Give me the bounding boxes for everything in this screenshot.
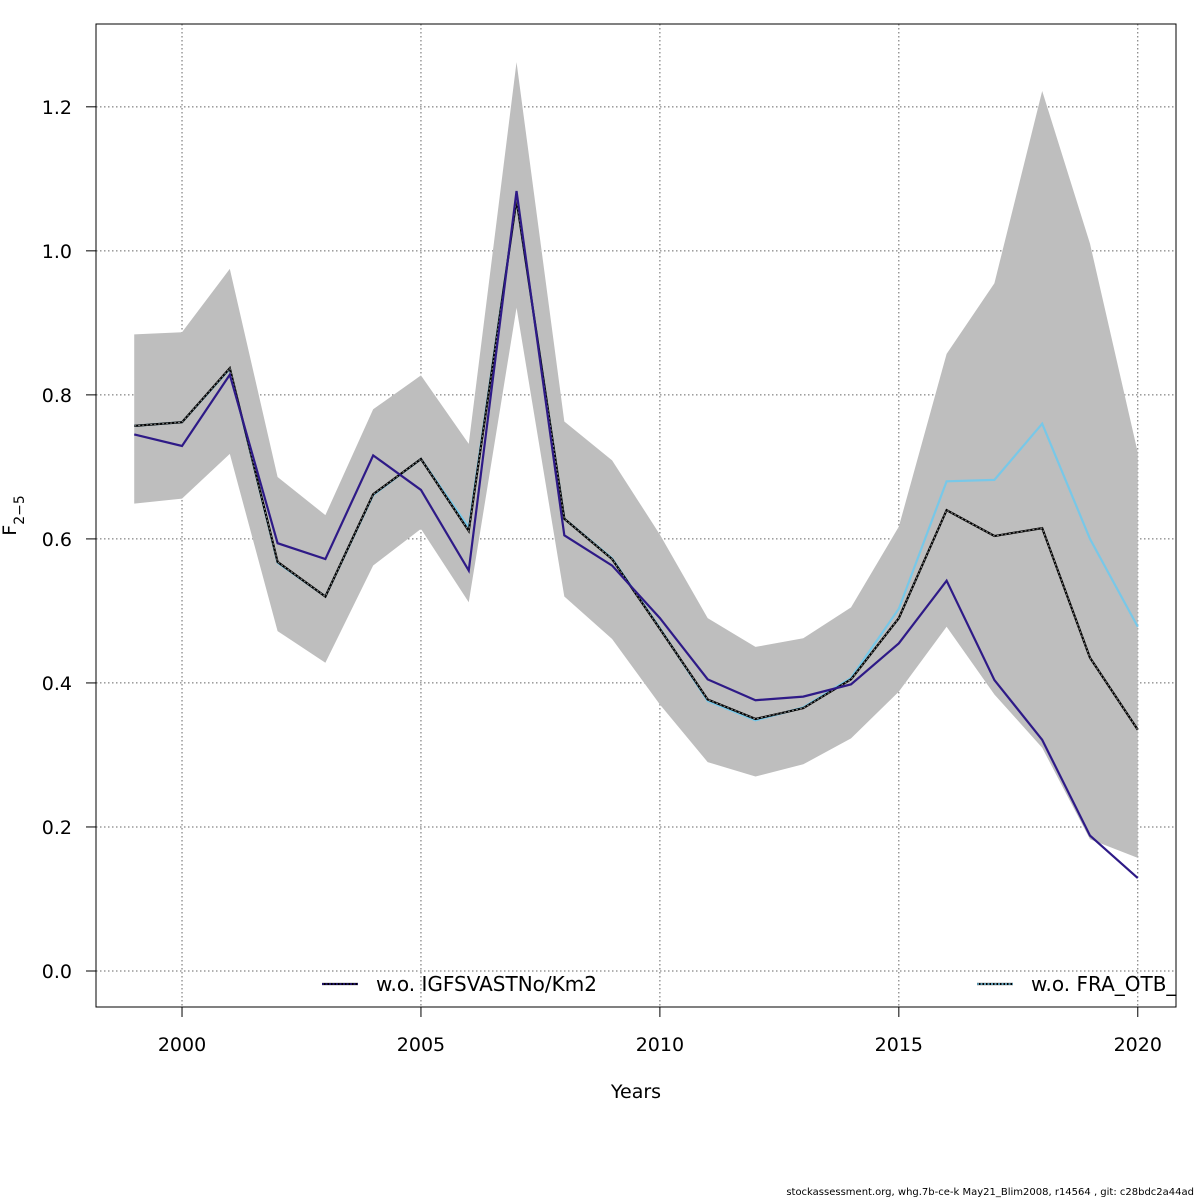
- y-tick-label: 0.6: [42, 529, 72, 551]
- confidence-band: [134, 62, 1138, 858]
- y-tick-label: 0.0: [42, 961, 72, 983]
- y-axis-title: F2−5: [0, 495, 28, 535]
- y-axis-title-subscript: 2−5: [12, 495, 28, 525]
- y-axis: 0.0 0.2 0.4 0.6 0.8 1.0 1.2: [42, 97, 96, 983]
- legend-label: w.o. FRA_OTB_: [1031, 972, 1177, 996]
- x-axis: 2000 2005 2010 2015 2020: [158, 1007, 1162, 1056]
- series-line-igfsvast: [133, 190, 1139, 879]
- y-tick-label: 1.2: [42, 97, 72, 119]
- y-axis-title-main: F: [0, 525, 21, 536]
- footer-credit: stockassessment.org, whg.7b-ce-k May21_B…: [786, 1187, 1194, 1198]
- legend-label: w.o. IGFSVASTNo/Km2: [376, 972, 597, 996]
- y-tick-label: 0.2: [42, 817, 72, 839]
- series-line-base: [134, 199, 1139, 731]
- series-lines: [133, 190, 1139, 879]
- y-tick-label: 1.0: [42, 241, 72, 263]
- plot-frame: [95, 23, 1177, 1008]
- x-axis-title: Years: [610, 1081, 661, 1103]
- x-tick-label: 2000: [158, 1034, 206, 1056]
- legend: w.o. IGFSVASTNo/Km2 w.o. FRA_OTB_: [322, 972, 1177, 996]
- x-tick-label: 2010: [636, 1034, 684, 1056]
- x-tick-label: 2015: [875, 1034, 923, 1056]
- x-tick-label: 2020: [1114, 1034, 1162, 1056]
- y-tick-label: 0.8: [42, 385, 72, 407]
- confidence-band-area: [134, 62, 1138, 858]
- y-tick-label: 0.4: [42, 673, 72, 695]
- x-tick-label: 2005: [397, 1034, 445, 1056]
